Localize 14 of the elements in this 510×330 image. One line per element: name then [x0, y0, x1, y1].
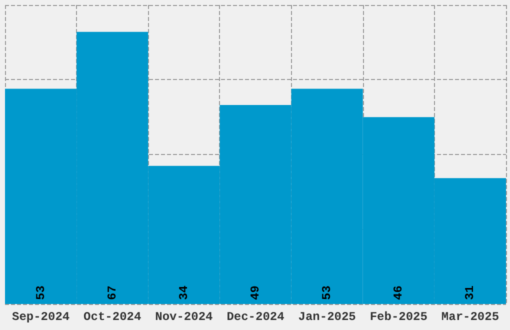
- data-label: 53: [320, 286, 334, 300]
- x-tick-label: Feb-2025: [370, 310, 428, 324]
- data-label: 34: [176, 286, 191, 300]
- data-label: 67: [105, 286, 120, 300]
- x-tick-label: Dec-2024: [226, 310, 284, 324]
- data-label: 53: [34, 286, 48, 300]
- x-tick-label: Oct-2024: [84, 310, 142, 324]
- x-tick-label: Jan-2025: [298, 310, 356, 324]
- data-label: 46: [392, 286, 406, 300]
- x-tick-label: Sep-2024: [12, 310, 70, 324]
- data-label: 49: [248, 286, 262, 300]
- data-label: 31: [463, 286, 478, 300]
- x-tick-label: Nov-2024: [155, 310, 213, 324]
- x-tick-label: Mar-2025: [441, 310, 500, 324]
